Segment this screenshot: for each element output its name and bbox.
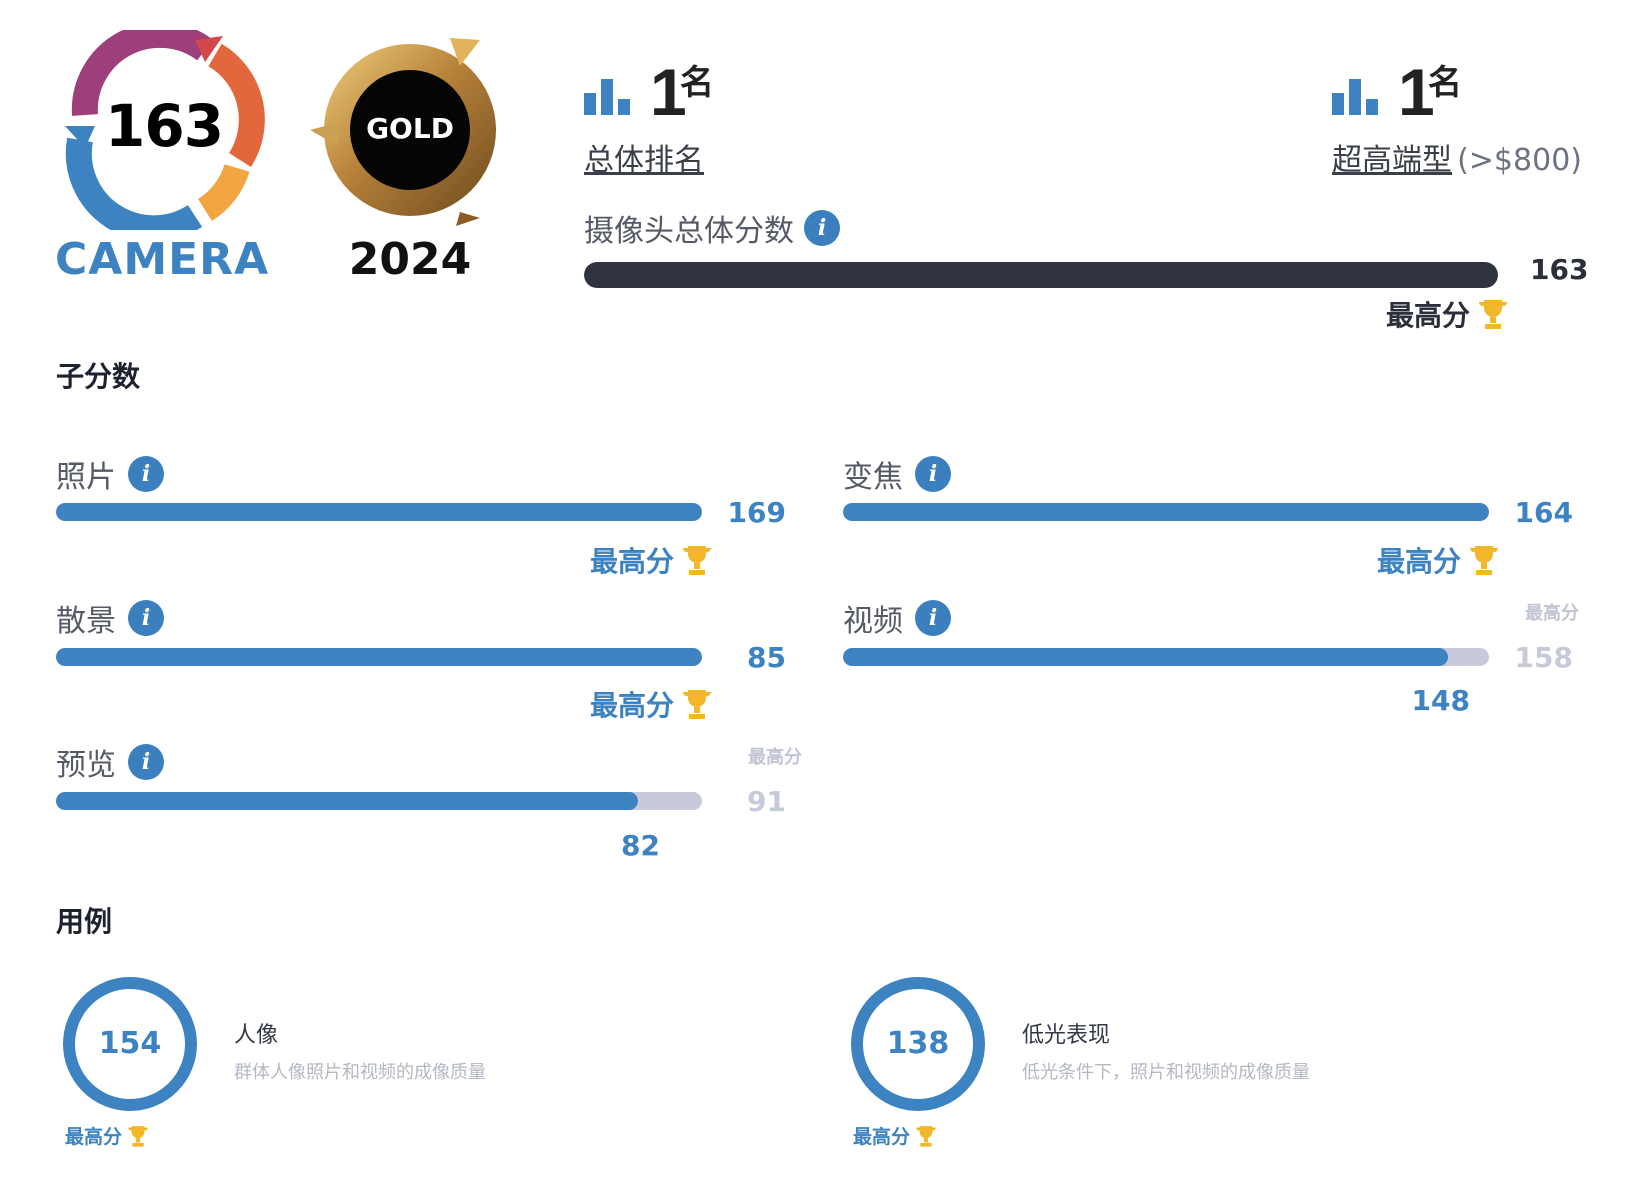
preview-fill [56, 792, 639, 810]
rank-segment-link[interactable]: 超高端型 [1332, 143, 1452, 178]
photo-score: 169 [727, 496, 786, 529]
preview-label-row: 预览 i [56, 740, 164, 784]
info-icon[interactable]: i [128, 744, 164, 780]
info-icon[interactable]: i [128, 456, 164, 492]
rank-segment-suffix: 名 [1428, 63, 1462, 103]
portrait-ring: 154 [62, 976, 198, 1112]
video-fill [843, 648, 1449, 666]
photo-label: 照片 [56, 460, 116, 495]
use-cases-title: 用例 [56, 905, 113, 938]
preview-best-label: 最高分 [748, 747, 802, 768]
portrait-score: 154 [98, 1026, 162, 1061]
overall-score-bar [584, 262, 1498, 288]
best-label: 最高分 [1386, 299, 1471, 332]
lowlight-desc: 低光条件下，照片和视频的成像质量 [1022, 1062, 1310, 1083]
camera-badge: 163 CAMERA [55, 30, 268, 290]
trophy-icon [1470, 546, 1499, 575]
bokeh-bar [56, 648, 702, 666]
zoom-fill [843, 503, 1489, 521]
info-icon[interactable]: i [128, 600, 164, 636]
camera-badge-label: CAMERA [55, 234, 270, 285]
portrait-best-badge: 最高分 [65, 1122, 150, 1149]
rank-overall-suffix: 名 [680, 63, 714, 103]
photo-bar [56, 503, 702, 521]
camera-badge-ring-icon [65, 30, 265, 230]
gold-year: 2024 [348, 234, 472, 285]
rank-segment-label-row: 超高端型 (>$800) [1332, 135, 1582, 179]
bokeh-score: 85 [747, 641, 786, 674]
best-label: 最高分 [853, 1126, 911, 1148]
video-best-score: 158 [1514, 641, 1573, 674]
lowlight-ring: 138 [850, 976, 986, 1112]
video-label: 视频 [843, 604, 903, 639]
trophy-icon [128, 1125, 148, 1147]
preview-best-score: 91 [747, 785, 786, 818]
info-icon[interactable]: i [915, 600, 951, 636]
best-label: 最高分 [590, 689, 675, 722]
best-label: 最高分 [1377, 545, 1462, 578]
overall-score-fill [584, 262, 1498, 288]
subscores-title: 子分数 [56, 360, 141, 393]
portrait-desc: 群体人像照片和视频的成像质量 [234, 1062, 486, 1083]
rank-segment-number: 1 [1398, 55, 1435, 129]
bokeh-label: 散景 [56, 604, 116, 639]
gold-medal-icon [310, 38, 496, 226]
best-label: 最高分 [590, 545, 675, 578]
lowlight-ring-icon [851, 977, 985, 1111]
bokeh-best-badge: 最高分 [590, 684, 714, 724]
overall-score-label-row: 摄像头总体分数 i [584, 206, 840, 250]
bokeh-label-row: 散景 i [56, 596, 164, 640]
zoom-label-row: 变焦 i [843, 452, 951, 496]
camera-score-number: 163 [105, 92, 224, 160]
video-best-label: 最高分 [1525, 603, 1579, 624]
preview-bar [56, 792, 702, 810]
info-icon[interactable]: i [804, 210, 840, 246]
trophy-icon [916, 1125, 936, 1147]
rank-overall-link[interactable]: 总体排名 [584, 143, 704, 178]
photo-label-row: 照片 i [56, 452, 164, 496]
gold-badge: GOLD 2024 [310, 30, 520, 290]
zoom-score: 164 [1514, 496, 1573, 529]
rank-segment-price: (>$800) [1457, 143, 1582, 178]
bar-chart-icon [584, 79, 630, 115]
info-icon[interactable]: i [915, 456, 951, 492]
preview-label: 预览 [56, 748, 116, 783]
lowlight-score: 138 [886, 1026, 950, 1061]
zoom-best-badge: 最高分 [1377, 540, 1501, 580]
rank-overall-number: 1 [650, 55, 687, 129]
photo-fill [56, 503, 702, 521]
video-score: 148 [1411, 684, 1470, 717]
photo-best-badge: 最高分 [590, 540, 714, 580]
zoom-label: 变焦 [843, 460, 903, 495]
portrait-title: 人像 [234, 1023, 279, 1048]
trophy-icon [683, 546, 712, 575]
overall-score-label: 摄像头总体分数 [584, 214, 794, 249]
best-label: 最高分 [65, 1126, 123, 1148]
trophy-icon [683, 690, 712, 719]
trophy-icon [1479, 300, 1508, 329]
lowlight-best-badge: 最高分 [853, 1122, 938, 1149]
gold-label: GOLD [366, 112, 454, 145]
bokeh-fill [56, 648, 702, 666]
lowlight-title: 低光表现 [1022, 1023, 1111, 1048]
preview-score: 82 [621, 829, 660, 862]
bar-chart-icon [1332, 79, 1378, 115]
portrait-ring-icon [63, 977, 197, 1111]
overall-score-value: 163 [1530, 253, 1589, 286]
video-label-row: 视频 i [843, 596, 951, 640]
zoom-bar [843, 503, 1489, 521]
overall-best-badge: 最高分 [1386, 294, 1510, 334]
video-bar [843, 648, 1489, 666]
